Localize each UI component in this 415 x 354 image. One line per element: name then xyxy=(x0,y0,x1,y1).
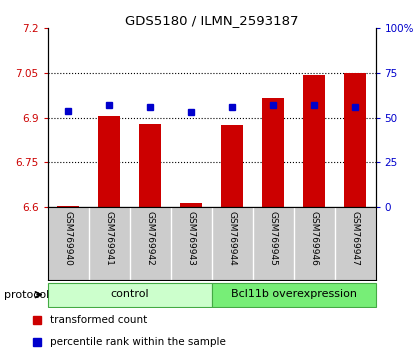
Text: GSM769941: GSM769941 xyxy=(105,211,114,266)
Bar xyxy=(57,206,80,207)
Text: Bcl11b overexpression: Bcl11b overexpression xyxy=(231,289,356,299)
Text: percentile rank within the sample: percentile rank within the sample xyxy=(50,337,226,347)
Bar xyxy=(98,116,120,207)
Text: GSM769945: GSM769945 xyxy=(269,211,278,266)
Bar xyxy=(344,73,366,207)
Bar xyxy=(48,283,212,307)
Text: GSM769942: GSM769942 xyxy=(146,211,155,266)
Text: GSM769946: GSM769946 xyxy=(310,211,319,266)
Bar xyxy=(180,203,203,207)
Bar xyxy=(303,74,325,207)
Bar xyxy=(262,98,284,207)
Bar xyxy=(212,283,376,307)
Text: transformed count: transformed count xyxy=(50,315,147,325)
Text: protocol: protocol xyxy=(4,290,49,300)
Text: GSM769947: GSM769947 xyxy=(351,211,359,266)
Text: control: control xyxy=(110,289,149,299)
Title: GDS5180 / ILMN_2593187: GDS5180 / ILMN_2593187 xyxy=(125,14,298,27)
Text: GSM769944: GSM769944 xyxy=(228,211,237,266)
Text: GSM769943: GSM769943 xyxy=(187,211,195,266)
Bar xyxy=(221,125,244,207)
Text: GSM769940: GSM769940 xyxy=(64,211,73,266)
Bar xyxy=(139,124,161,207)
